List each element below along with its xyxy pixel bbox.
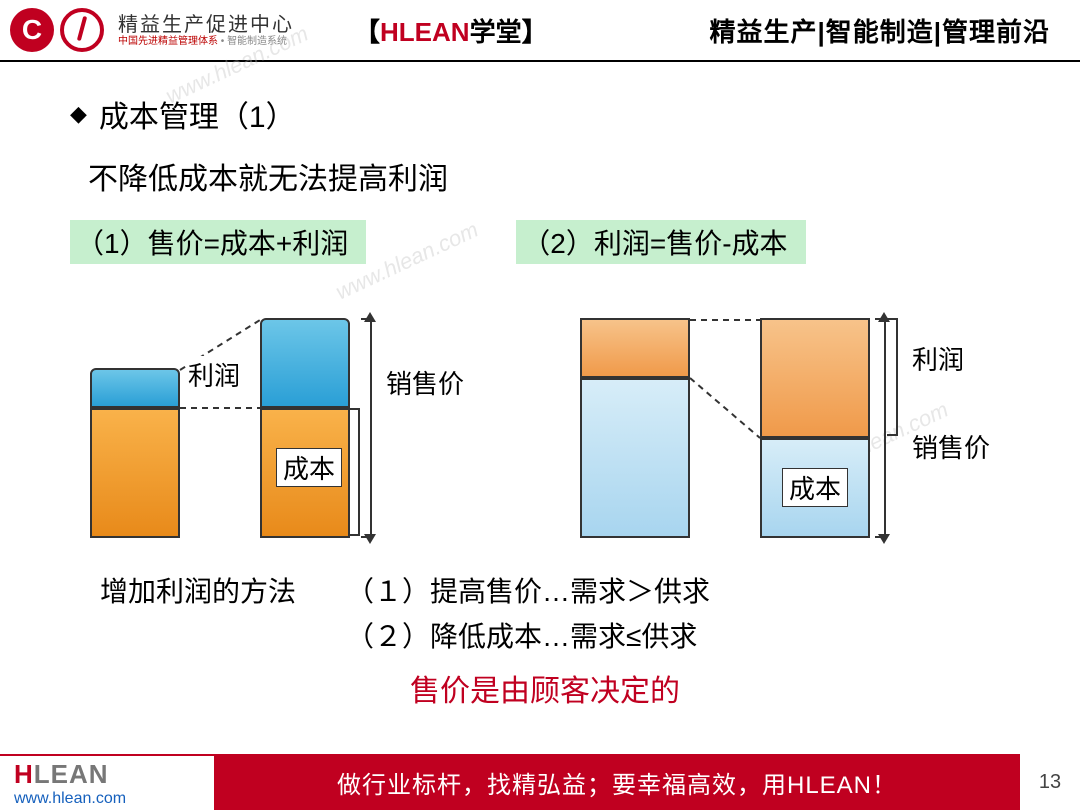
brand-cn: 学堂 bbox=[470, 17, 522, 47]
slide-title: 成本管理（1） bbox=[99, 92, 296, 136]
formula-row: （1）售价=成本+利润 （2）利润=售价-成本 bbox=[70, 220, 1020, 264]
logo-text: 精益生产促进中心 中国先进精益管理体系 • 智能制造系统 bbox=[118, 14, 294, 47]
d2-bar1-cost bbox=[580, 378, 690, 538]
content: www.hlean.com ◆ 成本管理（1） 不降低成本就无法提高利润 （1）… bbox=[0, 62, 1080, 710]
d1-price-bracket bbox=[370, 318, 372, 538]
d1-profit-label: 利润 bbox=[186, 356, 242, 393]
formula-1: （1）售价=成本+利润 bbox=[70, 220, 366, 264]
footer-brand: HLEAN bbox=[14, 759, 214, 790]
footer-brand-h: H bbox=[14, 759, 34, 789]
footer: HLEAN www.hlean.com 做行业标杆，找精弘益；要幸福高效，用HL… bbox=[0, 754, 1080, 810]
method-1: （１）提高售价…需求＞供求 bbox=[346, 570, 710, 615]
arrow-up-icon bbox=[878, 312, 890, 322]
d2-profit-bracket bbox=[896, 318, 898, 436]
conclusion: 售价是由顾客决定的 bbox=[70, 666, 1020, 710]
d1-bar2-profit bbox=[260, 318, 350, 408]
arrow-down-icon bbox=[878, 534, 890, 544]
slide-title-row: ◆ 成本管理（1） bbox=[70, 92, 1020, 136]
d2-price-bracket bbox=[884, 318, 886, 538]
d2-cost-label: 成本 bbox=[782, 468, 848, 507]
d1-bar1-profit bbox=[90, 368, 180, 408]
d2-bar1-profit bbox=[580, 318, 690, 378]
logo-sub-dot: • bbox=[218, 36, 227, 47]
slide-subtitle: 不降低成本就无法提高利润 bbox=[88, 154, 1020, 198]
logo-c-icon: C bbox=[10, 8, 54, 52]
bracket-left: 【 bbox=[354, 17, 380, 47]
method-2: （２）降低成本…需求≤供求 bbox=[346, 615, 710, 660]
header-right: 精益生产|智能制造|管理前沿 bbox=[709, 12, 1050, 49]
logo-block: C 精益生产促进中心 中国先进精益管理体系 • 智能制造系统 bbox=[10, 8, 294, 52]
brand-red: HLEAN bbox=[380, 17, 470, 47]
footer-url: www.hlean.com bbox=[14, 790, 214, 808]
d1-price-label: 销售价 bbox=[386, 364, 464, 401]
page-number: 13 bbox=[1020, 754, 1080, 810]
footer-brand-lean: LEAN bbox=[34, 759, 109, 789]
logo-subtitle: 中国先进精益管理体系 • 智能制造系统 bbox=[118, 36, 294, 47]
d2-bar2-profit bbox=[760, 318, 870, 438]
bullet-diamond-icon: ◆ bbox=[70, 101, 87, 127]
logo-sub-gray: 智能制造系统 bbox=[227, 36, 287, 47]
formula-2: （2）利润=售价-成本 bbox=[516, 220, 805, 264]
diagrams-row: www.hlean.com 利润 销售价 成本 www.hl bbox=[70, 278, 1020, 548]
d1-cost-bracket bbox=[358, 408, 360, 536]
arrow-down-icon bbox=[364, 534, 376, 544]
methods-list: （１）提高售价…需求＞供求 （２）降低成本…需求≤供求 bbox=[346, 570, 710, 660]
d1-bar1-cost bbox=[90, 408, 180, 538]
logo-title: 精益生产促进中心 bbox=[118, 14, 294, 36]
arrow-up-icon bbox=[364, 312, 376, 322]
methods-heading: 增加利润的方法 bbox=[100, 570, 296, 610]
footer-left: HLEAN www.hlean.com bbox=[0, 754, 214, 810]
logo-ring-icon bbox=[60, 8, 104, 52]
logo-sub-red: 中国先进精益管理体系 bbox=[118, 36, 218, 47]
diagram-2: www.hlean.com 利润 销售价 成本 bbox=[570, 278, 1000, 548]
diagram-1: www.hlean.com 利润 销售价 成本 bbox=[70, 278, 500, 548]
d2-price-label: 销售价 bbox=[912, 428, 990, 465]
header: C 精益生产促进中心 中国先进精益管理体系 • 智能制造系统 【HLEAN学堂】… bbox=[0, 0, 1080, 62]
d2-profit-label: 利润 bbox=[912, 340, 964, 377]
methods-block: 增加利润的方法 （１）提高售价…需求＞供求 （２）降低成本…需求≤供求 bbox=[70, 570, 1020, 660]
d1-cost-label: 成本 bbox=[276, 448, 342, 487]
bracket-right: 】 bbox=[522, 17, 548, 47]
header-center: 【HLEAN学堂】 bbox=[354, 12, 548, 49]
footer-slogan: 做行业标杆，找精弘益；要幸福高效，用HLEAN！ bbox=[214, 754, 1020, 810]
